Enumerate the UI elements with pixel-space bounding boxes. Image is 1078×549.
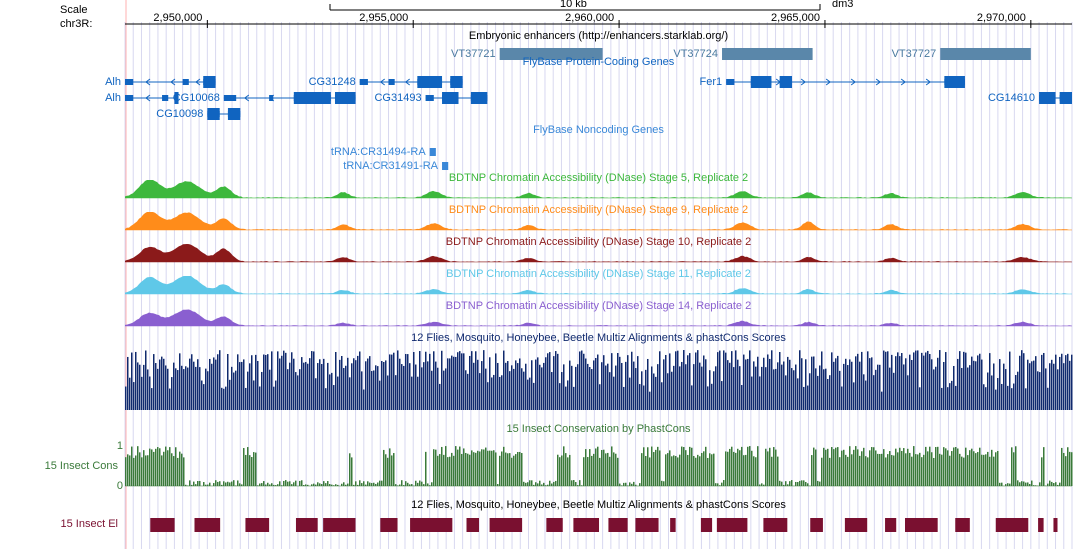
gene-exon[interactable] xyxy=(944,76,965,88)
conserved-element[interactable] xyxy=(573,518,599,532)
conserved-element[interactable] xyxy=(810,518,823,532)
conserved-element[interactable] xyxy=(380,518,397,532)
gene-exon[interactable] xyxy=(203,76,215,88)
ruler-tick: 2,955,000 xyxy=(358,12,408,24)
conserved-element[interactable] xyxy=(1038,518,1044,532)
conserved-element[interactable] xyxy=(996,518,1029,532)
conserved-element[interactable] xyxy=(546,518,562,532)
chrom-label: chr3R: xyxy=(60,18,92,30)
gene-exon[interactable] xyxy=(417,76,442,88)
gene-exon[interactable] xyxy=(1060,92,1072,104)
dnase-track-title: BDTNP Chromatin Accessibility (DNase) St… xyxy=(125,268,1072,280)
gene-exon[interactable] xyxy=(751,76,772,88)
gene-exon[interactable] xyxy=(207,108,219,120)
dnase-track-title: BDTNP Chromatin Accessibility (DNase) St… xyxy=(125,236,1072,248)
assembly-label: dm3 xyxy=(832,0,853,10)
gene-name: CG14610 xyxy=(979,92,1035,104)
conserved-element[interactable] xyxy=(245,518,269,532)
conserved-element[interactable] xyxy=(885,518,896,532)
conserved-element[interactable] xyxy=(717,518,748,532)
gene-exon[interactable] xyxy=(335,92,356,104)
gene-name: CG31493 xyxy=(360,92,422,104)
elements-title: 12 Flies, Mosquito, Honeybee, Beetle Mul… xyxy=(125,499,1072,511)
ruler-tick: 2,965,000 xyxy=(770,12,820,24)
phastcons-ytick: 1 xyxy=(113,440,123,452)
scale-bar-label: 10 kb xyxy=(560,0,587,10)
scale-label: Scale xyxy=(60,4,88,16)
phastcons-left-label: 15 Insect Cons xyxy=(0,460,118,472)
gene-exon[interactable] xyxy=(1039,92,1055,104)
phastcons-bars xyxy=(125,446,1073,486)
conserved-element[interactable] xyxy=(1053,518,1057,532)
gene-track-title: FlyBase Protein-Coding Genes xyxy=(125,56,1072,68)
conserved-element[interactable] xyxy=(296,518,318,532)
noncoding-box[interactable] xyxy=(442,162,448,170)
elements-left-label: 15 Insect El xyxy=(0,518,118,530)
gene-name: Alh xyxy=(59,76,121,88)
conserved-element[interactable] xyxy=(490,518,523,532)
dnase-track-title: BDTNP Chromatin Accessibility (DNase) St… xyxy=(125,300,1072,312)
noncoding-name: tRNA:CR31491-RA xyxy=(322,160,438,172)
conserved-element[interactable] xyxy=(701,518,712,532)
dense-bars xyxy=(125,350,1073,410)
gene-exon[interactable] xyxy=(780,76,792,88)
conserved-element[interactable] xyxy=(955,518,970,532)
enhancer-track-title: Embryonic enhancers (http://enhancers.st… xyxy=(125,30,1072,42)
ruler-tick: 2,970,000 xyxy=(976,12,1026,24)
conserved-element[interactable] xyxy=(194,518,220,532)
gene-exon[interactable] xyxy=(471,92,487,104)
gene-name: CG10098 xyxy=(141,108,203,120)
conserved-element[interactable] xyxy=(323,518,355,532)
conserved-element[interactable] xyxy=(467,518,480,532)
gene-exon[interactable] xyxy=(228,108,240,120)
ruler-tick: 2,950,000 xyxy=(152,12,202,24)
gene-name: Fer1 xyxy=(660,76,722,88)
conserved-element[interactable] xyxy=(150,518,174,532)
gene-name: CG10068 xyxy=(158,92,220,104)
conserved-element[interactable] xyxy=(670,518,676,532)
dense-track-title: 12 Flies, Mosquito, Honeybee, Beetle Mul… xyxy=(125,332,1072,344)
noncoding-track-title: FlyBase Noncoding Genes xyxy=(125,124,1072,136)
conserved-element[interactable] xyxy=(410,518,452,532)
conserved-element[interactable] xyxy=(905,518,938,532)
gene-exon[interactable] xyxy=(294,92,331,104)
gene-exon[interactable] xyxy=(450,76,462,88)
noncoding-name: tRNA:CR31494-RA xyxy=(310,146,426,158)
phastcons-title: 15 Insect Conservation by PhastCons xyxy=(125,423,1072,435)
gene-name: CG31248 xyxy=(294,76,356,88)
dnase-track-title: BDTNP Chromatin Accessibility (DNase) St… xyxy=(125,172,1072,184)
conserved-element[interactable] xyxy=(608,518,627,532)
noncoding-box[interactable] xyxy=(430,148,436,156)
gene-exon[interactable] xyxy=(442,92,458,104)
phastcons-ytick: 0 xyxy=(113,480,123,492)
conserved-element[interactable] xyxy=(845,518,867,532)
ruler-tick: 2,960,000 xyxy=(564,12,614,24)
conserved-element[interactable] xyxy=(635,518,658,532)
gene-name: Alh xyxy=(59,92,121,104)
conserved-element[interactable] xyxy=(763,518,787,532)
dnase-track-title: BDTNP Chromatin Accessibility (DNase) St… xyxy=(125,204,1072,216)
